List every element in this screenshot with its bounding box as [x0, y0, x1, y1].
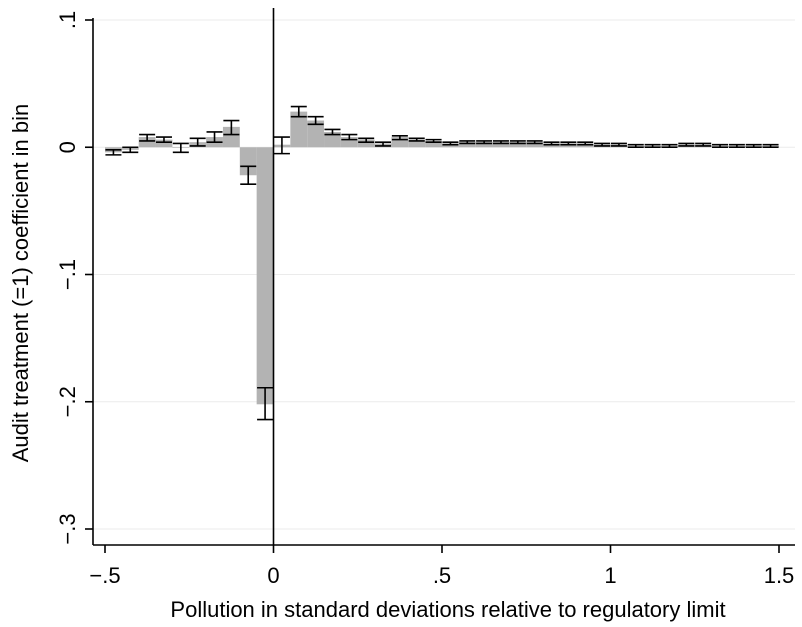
- y-axis-label: Audit treatment (=1) coefficient in bin: [8, 104, 33, 463]
- x-tick-label-2: .5: [433, 563, 451, 588]
- bar-9: [256, 147, 274, 405]
- error-bar-33: [661, 143, 678, 149]
- error-bar-31: [627, 143, 644, 149]
- error-bar-32: [644, 143, 661, 149]
- error-bar-21: [459, 140, 476, 145]
- error-bar-5: [189, 137, 206, 147]
- error-bar-15: [358, 137, 375, 143]
- error-bar-26: [543, 141, 560, 146]
- bar-2: [138, 137, 156, 148]
- bar-15: [357, 139, 375, 148]
- error-bar-39: [762, 143, 779, 149]
- error-bar-10: [273, 136, 290, 155]
- error-bar-29: [594, 142, 611, 147]
- bar-13: [324, 131, 341, 148]
- bar-3: [155, 139, 173, 148]
- bar-21: [458, 142, 476, 148]
- error-bar-2: [139, 133, 156, 142]
- bar-24: [509, 142, 527, 148]
- error-bar-30: [610, 142, 627, 147]
- bar-11: [290, 111, 308, 148]
- bar-19: [425, 140, 442, 148]
- error-bar-3: [155, 136, 172, 143]
- y-tick-label-4: .1: [55, 11, 80, 29]
- error-bar-11: [290, 105, 307, 118]
- error-bar-24: [509, 140, 526, 145]
- error-bar-0: [105, 148, 122, 156]
- bar-14: [340, 137, 358, 148]
- error-bar-12: [307, 115, 324, 126]
- error-bar-34: [678, 142, 695, 147]
- error-bar-19: [425, 138, 442, 143]
- bars: [105, 111, 779, 405]
- bar-8: [239, 147, 257, 176]
- bar-7: [222, 126, 240, 148]
- error-bar-4: [172, 142, 189, 154]
- bar-22: [475, 142, 493, 148]
- bar-18: [408, 139, 426, 148]
- y-tick-labels: −.3 −.2 −.1 0 .1: [55, 11, 80, 545]
- error-bar-14: [341, 133, 358, 141]
- error-bar-7: [223, 119, 240, 136]
- error-bar-1: [122, 146, 139, 154]
- bar-17: [391, 137, 409, 148]
- y-tick-label-0: −.3: [55, 513, 80, 544]
- error-bar-6: [206, 131, 223, 143]
- bar-23: [492, 142, 510, 148]
- error-bar-27: [560, 141, 577, 146]
- error-bars: [105, 105, 779, 421]
- x-tick-label-4: 1.5: [764, 563, 795, 588]
- error-bar-13: [324, 128, 341, 136]
- x-tick-label-0: −.5: [89, 563, 120, 588]
- error-bar-35: [695, 142, 712, 147]
- error-bar-22: [476, 140, 493, 145]
- error-bar-37: [728, 143, 745, 149]
- y-tick-label-1: −.2: [55, 386, 80, 417]
- error-bar-20: [442, 141, 459, 146]
- error-bar-18: [408, 137, 425, 142]
- error-bar-38: [745, 143, 762, 149]
- bar-25: [526, 142, 544, 148]
- error-bar-36: [712, 143, 729, 149]
- y-tick-label-3: 0: [55, 141, 80, 153]
- x-tick-labels: −.5 0 .5 1 1.5: [89, 563, 794, 588]
- error-bar-16: [375, 141, 392, 147]
- error-bar-23: [492, 140, 509, 145]
- error-bar-25: [526, 140, 543, 145]
- bar-12: [307, 120, 325, 148]
- x-tick-label-3: 1: [604, 563, 616, 588]
- x-axis-label: Pollution in standard deviations relativ…: [170, 597, 725, 622]
- error-bar-17: [391, 134, 408, 141]
- error-bar-28: [577, 141, 594, 146]
- x-tick-label-1: 0: [267, 563, 279, 588]
- y-tick-label-2: −.1: [55, 259, 80, 290]
- axes: [85, 18, 795, 553]
- error-bar-9: [257, 386, 274, 421]
- grid-lines: [93, 19, 795, 530]
- error-bar-8: [240, 165, 257, 185]
